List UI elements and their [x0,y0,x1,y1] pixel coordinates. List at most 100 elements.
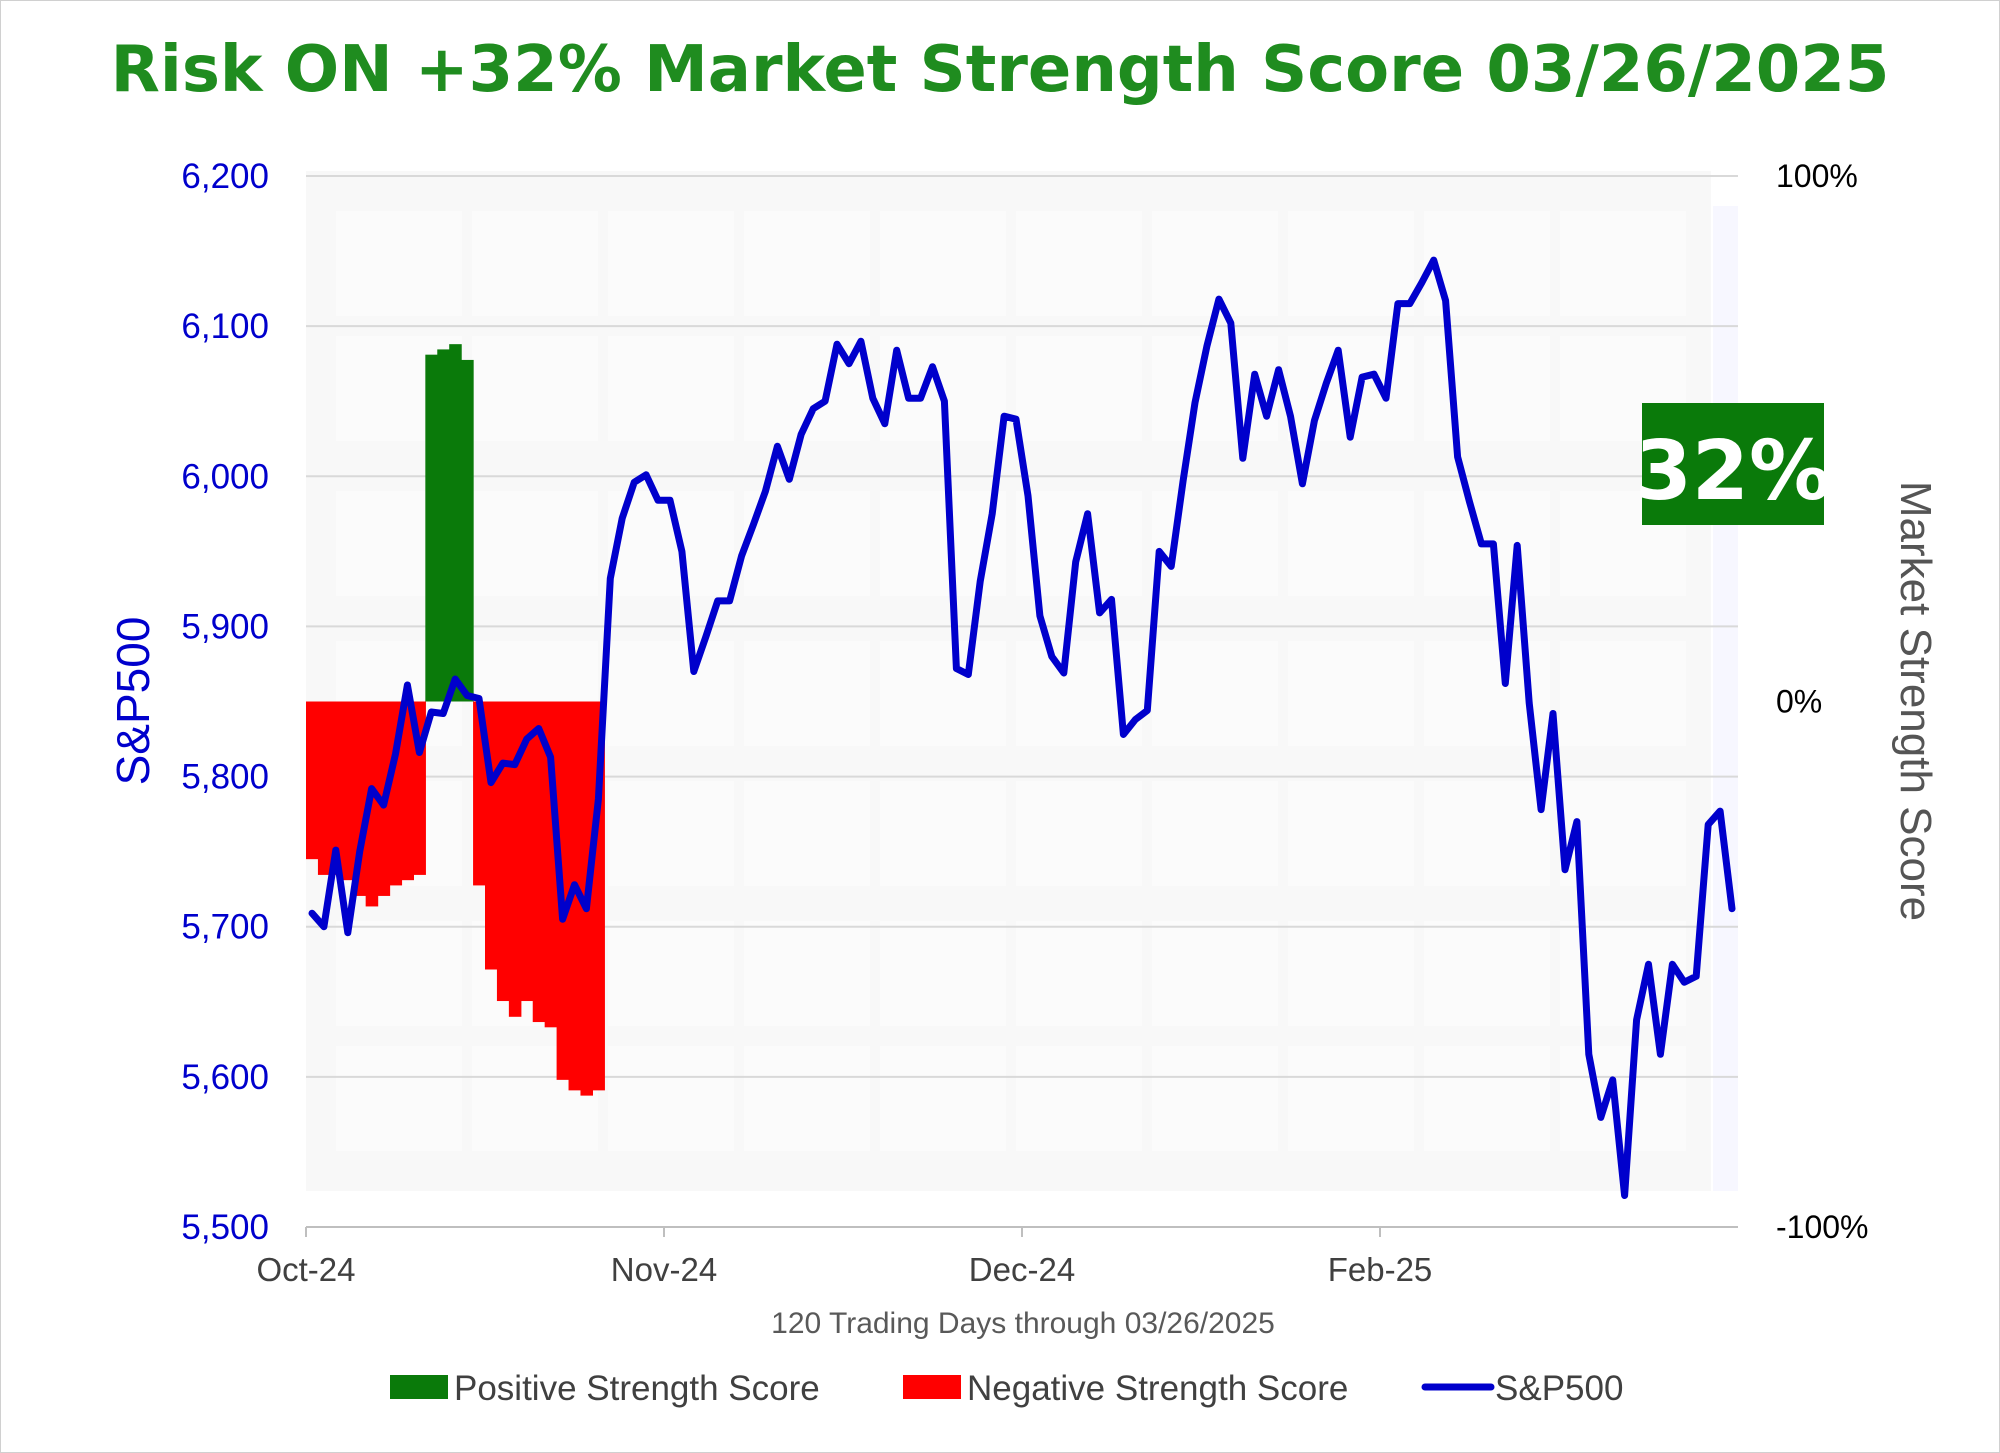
sp500-point [1540,809,1542,811]
sp500-point [1230,322,1232,324]
sp500-point [908,397,910,399]
sp500-point [1457,456,1459,458]
watermark-key [608,781,734,886]
sp500-point [538,728,540,730]
x-axis-tick-label: Nov-24 [611,1251,717,1288]
sp500-point [311,912,313,914]
negative-strength-bar [520,701,534,1002]
sp500-point [1516,544,1518,546]
sp500-point [490,782,492,784]
sp500-point [371,788,373,790]
sp500-point [693,670,695,672]
watermark-key [1288,781,1414,886]
sp500-point [597,798,599,800]
sp500-point [1373,373,1375,375]
legend-label-sp500: S&P500 [1495,1369,1623,1408]
watermark-side-band [1713,206,1738,1191]
sp500-point [1134,719,1136,721]
watermark-key [608,211,734,316]
sp500-point [1528,702,1530,704]
keyboard-watermark-graphic [306,171,1738,1191]
sp500-point [920,397,922,399]
sp500-point [1492,543,1494,545]
x-axis-tick-label: Dec-24 [969,1251,1075,1288]
sp500-point [514,764,516,766]
sp500-point [1099,612,1101,614]
negative-strength-bars [306,701,605,1096]
x-axis-tick-label: Feb-25 [1328,1251,1433,1288]
sp500-point [1015,418,1017,420]
sp500-point [1003,415,1005,417]
chart-title: Risk ON +32% Market Strength Score 03/26… [111,33,1890,107]
x-axis-title: 120 Trading Days through 03/26/2025 [771,1307,1275,1340]
left-axis-tick-label: 5,600 [181,1058,269,1097]
sp500-point [1636,1019,1638,1021]
sp500-point [800,433,802,435]
positive-strength-bar [425,354,438,702]
sp500-point [347,932,349,934]
watermark-key [608,921,734,1026]
right-axis-tick-label: 100% [1776,158,1858,194]
sp500-point [442,713,444,715]
right-axis-ticks: -100% 0% 100% [1776,158,1869,1245]
sp500-point [1588,1053,1590,1055]
sp500-point [1158,550,1160,552]
sp500-point [454,678,456,680]
sp500-point [1648,963,1649,965]
left-axis-tick-label: 6,200 [181,157,269,196]
positive-strength-bar [449,344,462,702]
sp500-point [1480,543,1482,545]
sp500-point [1504,682,1506,684]
x-axis-ticks: Oct-24 Nov-24 Dec-24 Feb-25 [256,1227,1432,1288]
sp500-point [1087,513,1089,515]
sp500-point [1683,981,1685,983]
negative-strength-bar [532,701,546,1023]
negative-strength-bar [329,701,343,875]
sp500-point [884,423,886,425]
sp500-point [1719,810,1721,812]
sp500-point [1433,259,1435,261]
sp500-point [1707,824,1709,826]
negative-strength-bar [317,701,331,875]
sp500-point [669,499,671,501]
sp500-point [1278,369,1280,371]
watermark-key [744,781,870,886]
watermark-key [1016,211,1142,316]
watermark-key [1288,641,1414,746]
left-axis-tick-label: 5,900 [181,607,269,646]
watermark-key [1560,211,1686,316]
sp500-point [502,762,504,764]
sp500-point [860,340,862,342]
watermark-key [472,211,598,316]
watermark-key [880,641,1006,746]
watermark-key [1424,781,1550,886]
sp500-point [717,600,719,602]
watermark-key [1288,491,1414,596]
left-axis-ticks: 5,500 5,600 5,700 5,800 5,900 6,000 6,100 6,200 [181,157,269,1247]
sp500-points [311,259,1733,1196]
sp500-point [395,753,396,755]
sp500-point [526,738,528,740]
sp500-point [1146,710,1148,712]
watermark-key [1424,921,1550,1026]
sp500-point [418,752,420,754]
sp500-point [645,474,647,476]
sp500-point [836,343,838,345]
sp500-point [955,667,957,669]
watermark-key [608,336,734,441]
negative-strength-bar [496,701,510,1002]
watermark-key [744,491,870,596]
sp500-point [729,600,731,602]
sp500-point [943,400,945,402]
right-axis-title: Market Strength Score [1891,481,1940,921]
sp500-point [1325,382,1327,384]
sp500-point [562,918,564,920]
sp500-point [466,694,468,696]
watermark-key [472,491,598,596]
watermark-key [1560,641,1686,746]
watermark-key [336,1046,462,1151]
left-axis-tick-label: 5,800 [181,758,269,797]
sp500-point [1600,1116,1602,1118]
sp500-point [323,926,325,928]
